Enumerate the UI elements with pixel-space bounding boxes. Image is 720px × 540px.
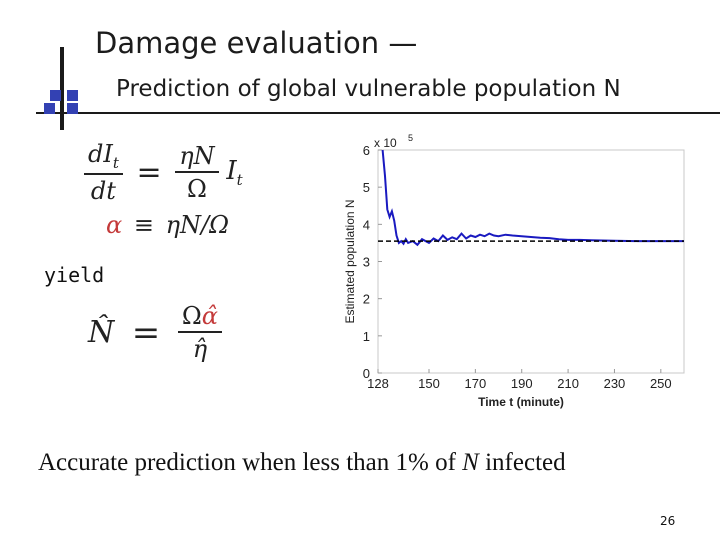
caption-text-end: infected [478, 449, 566, 476]
y-tick-label: 0 [363, 366, 370, 381]
plot-frame [377, 149, 685, 374]
population-chart: 0 1 2 3 4 5 6 128 150 170 190 210 230 250 Time t (minu… [343, 133, 685, 409]
eq1-rhs-numerator: ηN [179, 141, 215, 170]
x-tick-label: 150 [418, 376, 440, 391]
decor-vertical-line [60, 47, 64, 130]
eq3-equals: = [131, 312, 161, 353]
estimated-population-line [381, 149, 684, 247]
eq3-n-hat: N̂ [88, 315, 115, 350]
eq2-equiv: ≡ [133, 211, 154, 239]
eq1-equals: = [136, 154, 162, 190]
y-tick-label: 3 [363, 255, 370, 270]
decor-square [44, 103, 55, 114]
eq1-lhs-fraction: dIt dt [84, 140, 123, 205]
decor-horizontal-line [36, 112, 720, 114]
y-tick-label: 2 [363, 292, 370, 307]
slide-title: Damage evaluation — [95, 26, 418, 60]
x-tick-label: 128 [367, 376, 389, 391]
eq2-alpha: α [106, 211, 123, 239]
decor-square [67, 90, 78, 101]
yield-label: yield [44, 263, 105, 287]
y-multiplier-label: x 10 [374, 136, 397, 150]
y-multiplier-exponent: 5 [408, 133, 413, 143]
slide-subtitle: Prediction of global vulnerable populati… [116, 76, 621, 102]
decor-square [67, 103, 78, 114]
eq1-lhs-subscript: t [112, 153, 119, 172]
caption-variable: N [462, 449, 479, 476]
x-tick-label: 250 [650, 376, 672, 391]
eq3-eta-hat: η̂ [192, 335, 208, 363]
eq3-omega: Ω [181, 302, 202, 330]
page-number: 26 [660, 514, 676, 528]
equation-dynamics: dIt dt = ηN Ω It [84, 140, 243, 205]
eq1-rhs-fraction: ηN Ω [175, 141, 219, 203]
y-tick-label: 1 [363, 329, 370, 344]
eq1-rhs-tail: I [226, 155, 237, 186]
eq3-alpha-hat: α̂ [201, 302, 218, 330]
caption: Accurate prediction when less than 1% of… [38, 449, 566, 477]
caption-text: Accurate prediction when less than 1% of [38, 449, 463, 476]
eq1-lhs-denominator: dt [90, 176, 116, 205]
y-tick-label: 5 [363, 180, 370, 195]
x-tick-label: 190 [511, 376, 533, 391]
eq1-lhs-numerator: dI [88, 140, 113, 168]
y-tick-label: 6 [363, 143, 370, 158]
x-axis-label: Time t (minute) [478, 395, 564, 409]
decor-square [50, 90, 61, 101]
y-axis-label: Estimated population N [343, 199, 357, 323]
equation-estimate: N̂ = Ωα̂ η̂ [88, 302, 222, 363]
x-tick-label: 170 [465, 376, 487, 391]
eq1-rhs-tail-subscript: t [236, 170, 243, 189]
eq1-rhs-denominator: Ω [187, 174, 207, 203]
eq3-fraction: Ωα̂ η̂ [177, 302, 222, 363]
x-tick-label: 230 [604, 376, 626, 391]
eq2-rhs: ηN/Ω [165, 211, 229, 239]
equation-alpha-definition: α ≡ ηN/Ω [106, 211, 229, 239]
y-tick-label: 4 [363, 217, 370, 232]
x-tick-label: 210 [557, 376, 579, 391]
